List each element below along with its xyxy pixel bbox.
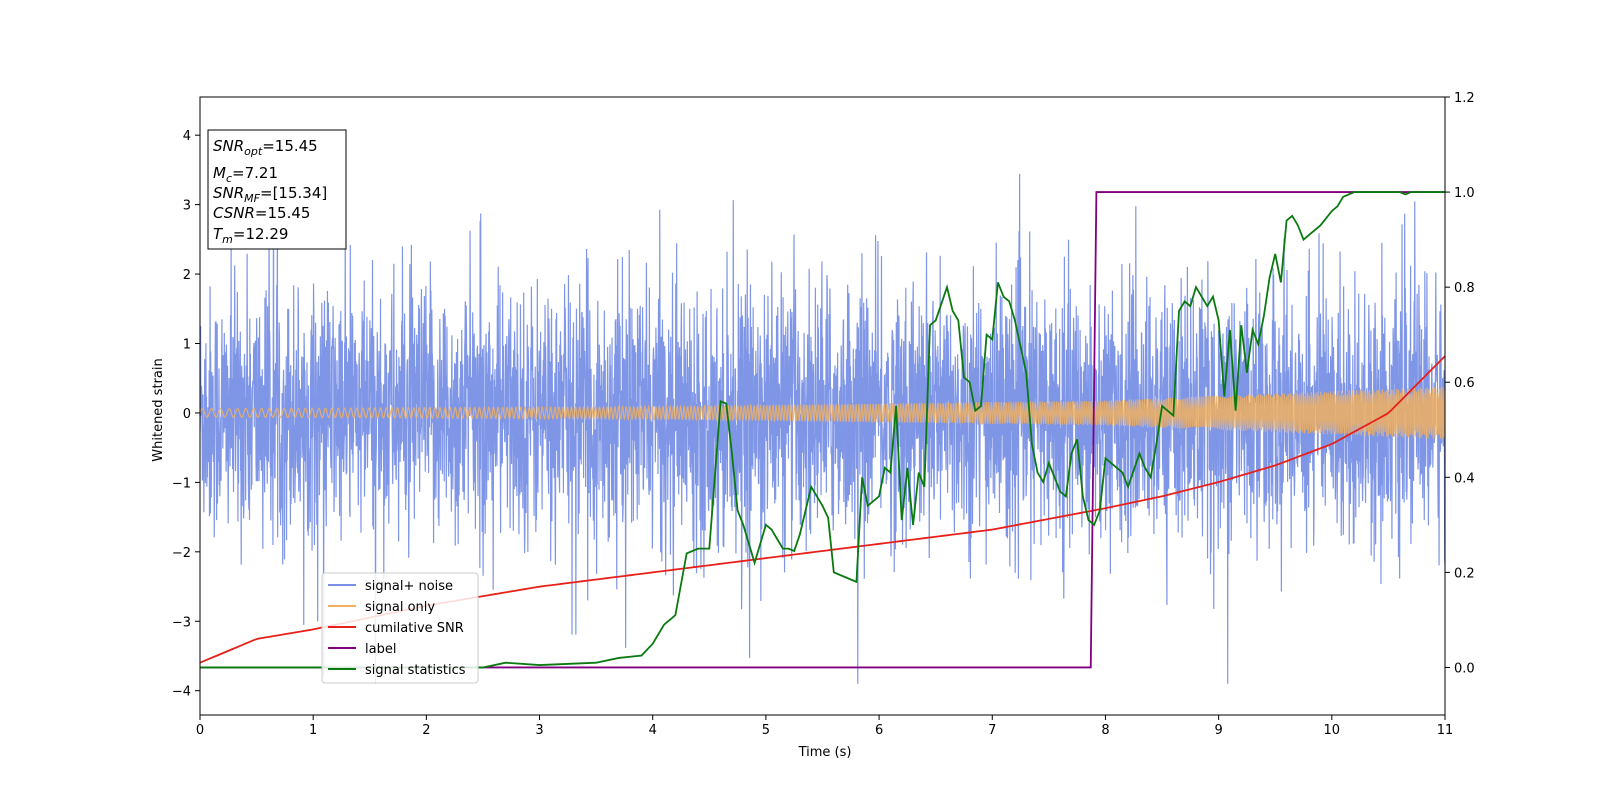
annotation-csnr: CSNR=15.45 [213,204,310,222]
series-label [200,191,1445,669]
x-tick-label: 6 [875,723,883,738]
legend-frame [321,572,479,684]
y-tick-label: −1 [172,476,191,491]
y2-tick-label: 0.2 [1454,566,1475,581]
y-tick-label: −4 [172,685,191,700]
legend-label-cumulative-snr: cumilative SNR [365,621,464,636]
y2-tick-label: 0.8 [1454,281,1475,296]
annotation-snr-opt: SNRopt=15.45 [213,137,318,158]
y2-tick-label: 0.0 [1454,661,1475,676]
x-tick-label: 3 [535,723,543,738]
legend-label-signal-statistics: signal statistics [365,663,466,678]
y-tick-label: −3 [172,615,191,630]
x-tick-label: 2 [422,723,430,738]
legend-label-signal-noise: signal+ noise [365,579,453,594]
series-signal-statistics [200,191,1445,669]
x-tick-label: 1 [309,723,317,738]
annotation-snr-mf: SNRMF=[15.34] [213,184,327,205]
x-tick-label: 10 [1324,723,1341,738]
y-tick-label: 0 [183,407,191,422]
annotation-frame [207,129,347,250]
plot-frame [199,96,1446,716]
legend-label-label: label [365,642,396,657]
y-tick-label: 4 [183,129,191,144]
y2-tick-label: 0.6 [1454,376,1475,391]
annotation-box: SNRopt=15.45 Mc=7.21 SNRMF=[15.34] CSNR=… [207,129,347,250]
y-tick-label: 1 [183,338,191,353]
x-axis-label: Time (s) [798,745,852,760]
y-tick-label: −2 [172,546,191,561]
y2-tick-label: 0.4 [1454,471,1475,486]
y-tick-label: 2 [183,268,191,283]
y-tick-label: 3 [183,199,191,214]
x-tick-label: 11 [1437,723,1454,738]
annotation-mc: Mc=7.21 [213,164,278,185]
series-signal-only [200,386,1445,440]
legend-label-signal-only: signal only [365,600,435,615]
x-tick-label: 5 [762,723,770,738]
x-tick-label: 0 [196,723,204,738]
x-tick-label: 7 [988,723,996,738]
legend: signal+ noise signal only cumilative SNR… [321,572,479,684]
annotation-tm: Tm=12.29 [213,225,288,246]
y-axis-label: Whitened strain [151,358,166,461]
y2-tick-label: 1.0 [1454,186,1475,201]
y2-tick-label: 1.2 [1454,91,1475,106]
axes: 0 1 2 3 4 5 6 7 8 9 10 11 −4 −3 −2 −1 0 1 2 3 4 0.0 0.2 0.4 0.6 0… [172,91,1475,738]
x-tick-label: 4 [649,723,657,738]
series-signal-noise [200,164,1445,684]
x-tick-label: 8 [1101,723,1109,738]
x-tick-label: 9 [1214,723,1222,738]
